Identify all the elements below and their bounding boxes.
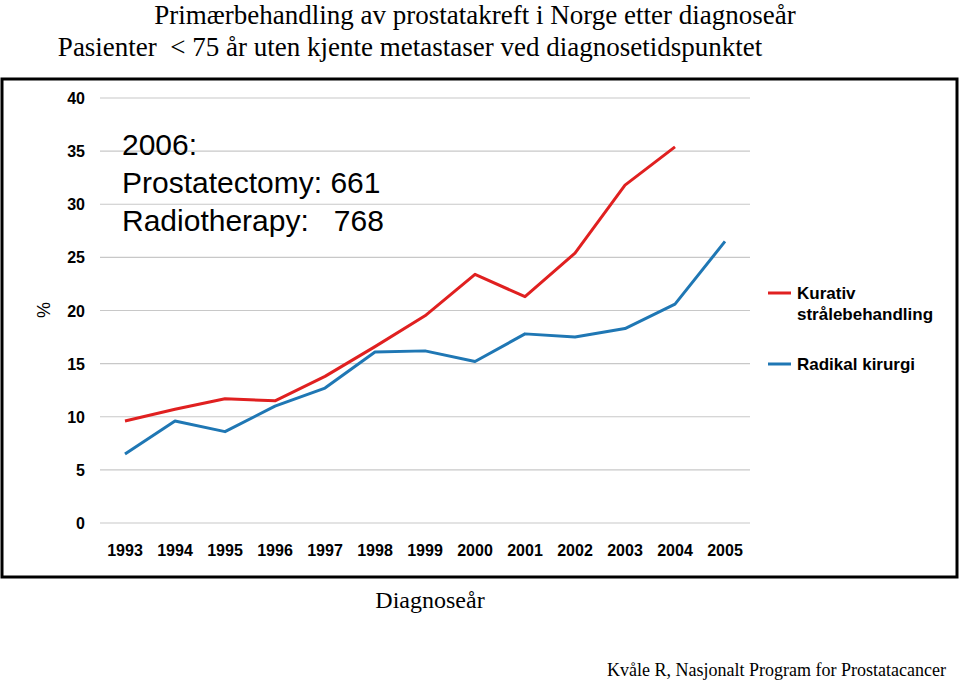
grid-line — [100, 257, 750, 258]
grid-line — [100, 416, 750, 417]
x-tick-label: 2000 — [457, 542, 493, 559]
x-tick-label: 1999 — [407, 542, 443, 559]
annotation: Prostatectomy: 661 — [122, 166, 380, 199]
y-axis-label: % — [34, 302, 54, 318]
y-tick-label: 40 — [67, 90, 85, 107]
x-tick-label: 1996 — [257, 542, 293, 559]
x-tick-label: 2003 — [607, 542, 643, 559]
y-tick-label: 15 — [67, 356, 85, 373]
legend-label: Radikal kirurgi — [797, 355, 915, 374]
legend-label: Kurativstrålebehandling — [797, 284, 933, 324]
grid-line — [100, 151, 750, 152]
subtitle: Pasienter < 75 år uten kjente metastaser… — [58, 32, 763, 62]
annotation: 2006: — [122, 128, 197, 161]
x-axis-label: Diagnoseår — [375, 587, 484, 613]
legend-swatch — [768, 292, 791, 295]
y-tick-label: 0 — [76, 515, 85, 532]
grid-line — [100, 363, 750, 364]
y-tick-label: 35 — [67, 143, 85, 160]
title: Primærbehandling av prostatakreft i Norg… — [154, 0, 795, 30]
y-tick-label: 5 — [76, 462, 85, 479]
y-tick-label: 20 — [67, 303, 85, 320]
grid-line — [100, 469, 750, 470]
x-tick-label: 1997 — [307, 542, 343, 559]
source: Kvåle R, Nasjonalt Program for Prostatac… — [607, 660, 946, 680]
x-tick-label: 1998 — [357, 542, 393, 559]
grid-line — [100, 522, 750, 523]
x-tick-label: 2004 — [657, 542, 693, 559]
chart: Primærbehandling av prostatakreft i Norg… — [0, 0, 960, 682]
grid-line — [100, 97, 750, 98]
x-tick-label: 2002 — [557, 542, 593, 559]
x-tick-label: 2001 — [507, 542, 543, 559]
x-tick-label: 2005 — [707, 542, 743, 559]
x-tick-label: 1994 — [157, 542, 193, 559]
y-tick-label: 10 — [67, 409, 85, 426]
x-tick-label: 1993 — [107, 542, 143, 559]
y-tick-label: 30 — [67, 196, 85, 213]
x-tick-label: 1995 — [207, 542, 243, 559]
frame — [2, 79, 957, 577]
annotation: Radiotherapy: 768 — [122, 204, 384, 237]
y-tick-label: 25 — [67, 249, 85, 266]
legend-swatch — [768, 363, 791, 366]
grid-line — [100, 310, 750, 311]
series-line — [125, 241, 725, 454]
